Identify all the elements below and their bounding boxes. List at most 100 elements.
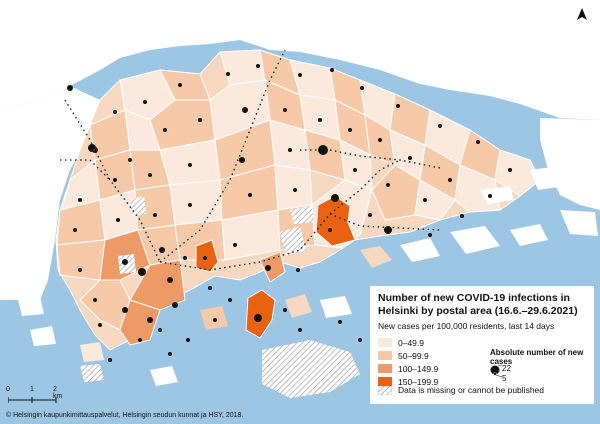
map-credit: © Helsingin kaupunkimittauspalvelut, Hel… (6, 412, 244, 419)
case-dot (143, 100, 147, 104)
case-dot (122, 307, 128, 313)
case-dots (67, 64, 512, 362)
legend-class-label-3: 100–149.9 (398, 363, 439, 374)
legend-swatch-1 (378, 338, 392, 347)
postal-area (169, 179, 223, 226)
legend-swatch-4 (378, 377, 392, 386)
absolute-cases-small: 5 (502, 374, 507, 383)
case-dot (203, 256, 207, 260)
rail-line (64, 99, 161, 263)
island (510, 224, 548, 246)
case-dot (423, 198, 427, 202)
case-dot (428, 233, 432, 237)
legend-class-3: 100–149.9 (378, 362, 438, 375)
case-dot (298, 328, 302, 332)
case-dot (122, 259, 128, 265)
postal-area (119, 299, 161, 346)
case-dot (188, 203, 192, 207)
island (450, 226, 500, 254)
case-dot (318, 145, 328, 155)
absolute-cases-title: Absolute number of new cases (490, 348, 584, 366)
postal-area-hotspot (195, 239, 219, 273)
postal-area (274, 164, 313, 211)
island (360, 246, 392, 268)
case-dot (384, 226, 392, 234)
postal-area-hotspot (259, 251, 286, 283)
missing-data-area (80, 364, 104, 382)
case-dot (508, 168, 512, 172)
absolute-cases-large: 22 (502, 364, 511, 373)
case-dot (256, 64, 260, 68)
case-dot (265, 265, 271, 271)
case-dot (488, 194, 492, 198)
case-dot (158, 328, 162, 332)
postal-area (99, 229, 151, 281)
case-dot (73, 228, 77, 232)
case-dot (213, 318, 217, 322)
island (200, 306, 228, 330)
case-dot (396, 104, 400, 108)
rail-line (60, 159, 111, 181)
case-dot (318, 118, 322, 122)
islands (18, 166, 598, 386)
missing-data-area (262, 340, 360, 398)
island (560, 210, 598, 236)
postal-area (56, 239, 106, 281)
case-dot (167, 277, 173, 283)
legend-class-label-4: 150–199.9 (398, 376, 439, 387)
case-dot (198, 118, 202, 122)
case-dot (296, 268, 300, 272)
case-dot (188, 163, 192, 167)
legend-class-label-2: 50–99.9 (398, 350, 429, 361)
case-dot (172, 302, 178, 308)
case-dot (178, 83, 182, 87)
case-dot (128, 158, 132, 162)
case-dot (113, 110, 117, 114)
legend-swatch-3 (378, 364, 392, 373)
case-dot (138, 268, 146, 276)
legend-class-2: 50–99.9 (378, 349, 438, 362)
island (285, 294, 312, 318)
case-dot (353, 168, 357, 172)
island (18, 296, 44, 316)
case-dot (113, 178, 117, 182)
rail-line (329, 213, 441, 231)
case-dot (228, 298, 232, 302)
postal-areas (56, 49, 541, 346)
case-dot (67, 85, 73, 91)
north-arrow-icon (577, 8, 587, 20)
case-dot (153, 213, 157, 217)
legend-swatch-2 (378, 351, 392, 360)
case-dot (88, 144, 96, 152)
case-dot (293, 188, 297, 192)
scale-label-0: 0 (6, 386, 10, 393)
case-dot (330, 68, 334, 72)
case-dot (448, 178, 452, 182)
rail-line (159, 159, 401, 271)
island (530, 166, 566, 190)
legend-class-4: 150–199.9 (378, 375, 438, 388)
case-dot (148, 173, 152, 177)
case-dot (163, 128, 167, 132)
absolute-cases-symbol: 22 5 (490, 362, 550, 386)
neighbor-land-north (0, 0, 600, 120)
case-dot (368, 213, 372, 217)
case-dot (438, 124, 442, 128)
legend-subtitle: New cases per 100,000 residents, last 14… (378, 321, 555, 331)
case-dot (233, 243, 237, 247)
case-dot (147, 317, 153, 323)
island (400, 238, 440, 262)
case-dot (283, 308, 287, 312)
case-dot (159, 247, 165, 253)
legend-class-label-1: 0–49.9 (398, 337, 424, 348)
case-dot (239, 157, 245, 163)
legend-class-1: 0–49.9 (378, 336, 438, 349)
scale-label-2: 2 km (53, 386, 63, 400)
case-dot (138, 338, 142, 342)
case-dot (248, 193, 252, 197)
case-dot (93, 298, 97, 302)
case-dot (298, 73, 302, 77)
neighbor-land-east (540, 118, 600, 210)
